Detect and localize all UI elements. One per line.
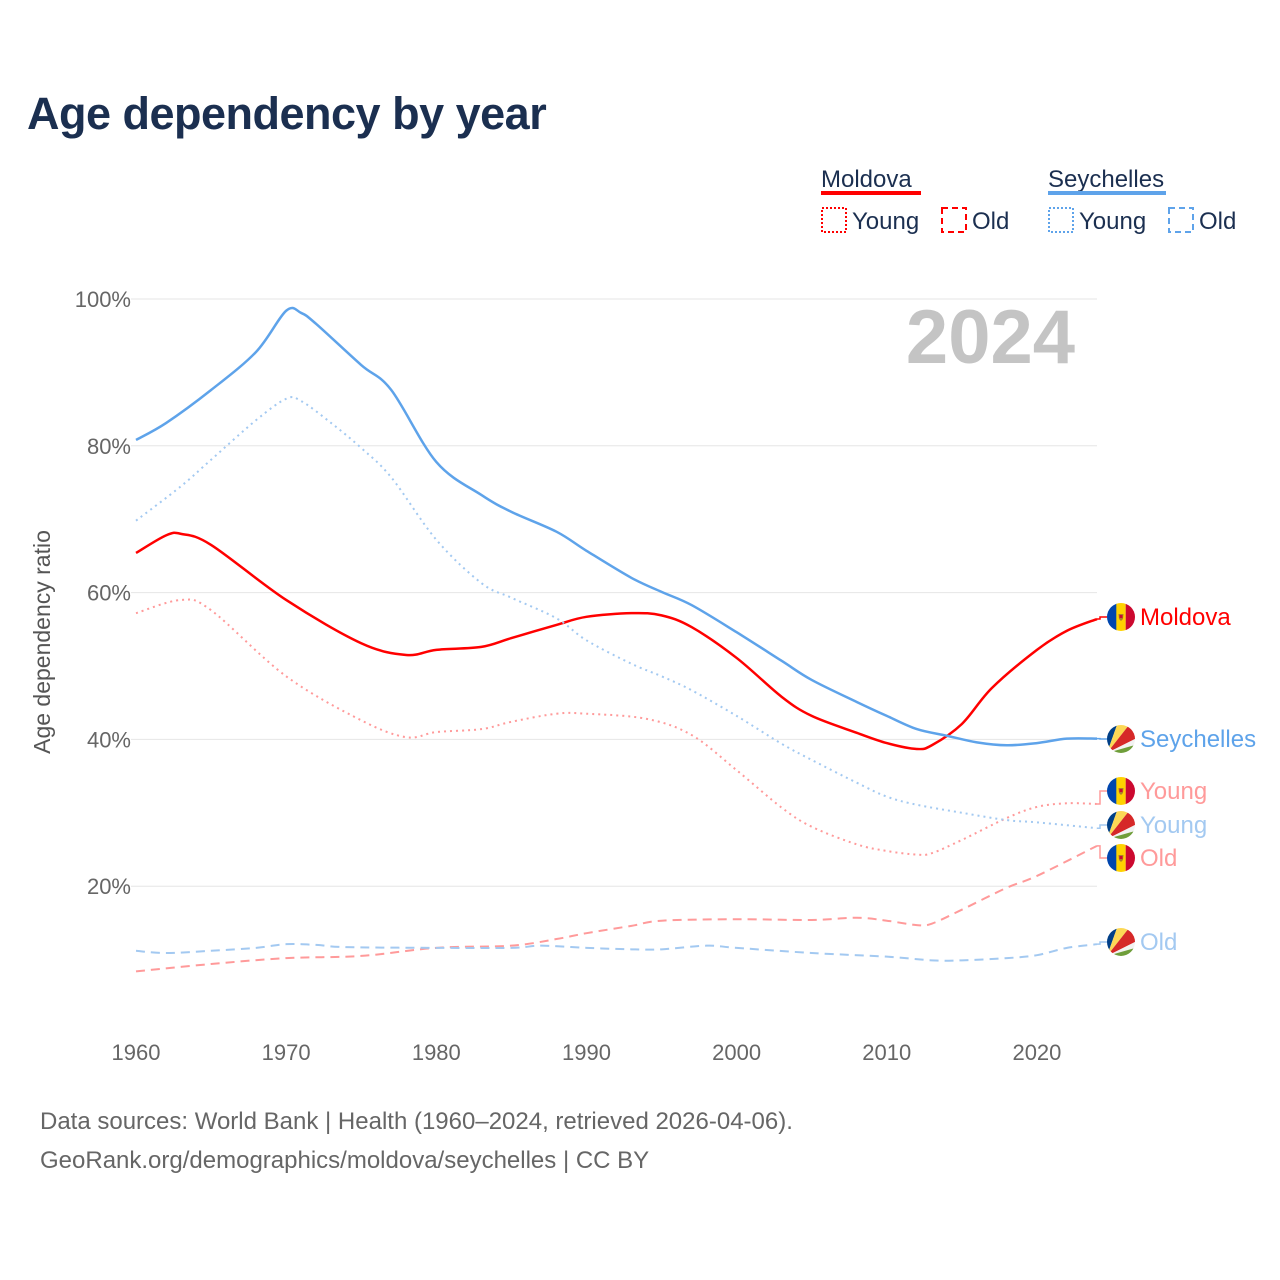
legend-young-label[interactable]: Young <box>1079 208 1146 235</box>
legend-group-title: Seychelles <box>1048 166 1164 193</box>
legend-swatch <box>821 191 921 195</box>
label-connector <box>1097 941 1107 945</box>
footer-sources: Data sources: World Bank | Health (1960–… <box>40 1108 793 1135</box>
legend-dotted-swatch <box>1048 207 1074 233</box>
label-connector <box>1097 845 1107 859</box>
legend-dashed-swatch <box>941 207 967 233</box>
y-tick-label: 40% <box>87 727 131 752</box>
x-tick-label: 1960 <box>112 1040 161 1065</box>
footer-link[interactable]: GeoRank.org/demographics/moldova/seychel… <box>40 1147 650 1174</box>
x-tick-label: 1970 <box>262 1040 311 1065</box>
x-tick-label: 2020 <box>1012 1040 1061 1065</box>
page-title: Age dependency by year <box>27 88 547 139</box>
end-label: Young <box>1140 812 1207 839</box>
y-axis-label: Age dependency ratio <box>29 530 55 754</box>
end-label: Old <box>1140 845 1177 872</box>
series-line-moldova-young <box>135 598 1098 856</box>
moldova-flag-icon <box>1107 844 1136 872</box>
legend-swatch <box>1048 191 1166 195</box>
label-connector <box>1097 790 1107 805</box>
y-tick-label: 20% <box>87 874 131 899</box>
moldova-flag-icon <box>1107 777 1136 805</box>
x-tick-label: 2000 <box>712 1040 761 1065</box>
end-label: Seychelles <box>1140 726 1256 753</box>
series-line-seychelles-young <box>135 396 1098 830</box>
end-label: Moldova <box>1140 604 1231 631</box>
legend-old-label[interactable]: Old <box>972 208 1009 235</box>
year-watermark: 2024 <box>906 295 1075 380</box>
series-line-seychelles-old <box>135 943 1098 962</box>
legend-old-label[interactable]: Old <box>1199 208 1236 235</box>
x-tick-label: 1990 <box>562 1040 611 1065</box>
legend-young-label[interactable]: Young <box>852 208 919 235</box>
y-tick-label: 100% <box>75 287 131 312</box>
label-connector <box>1097 616 1107 620</box>
end-label: Young <box>1140 778 1207 805</box>
seychelles-flag-icon <box>1107 811 1135 839</box>
seychelles-flag-icon <box>1107 928 1135 956</box>
legend-dotted-swatch <box>821 207 847 233</box>
y-tick-label: 80% <box>87 434 131 459</box>
seychelles-flag-icon <box>1107 725 1135 753</box>
series-line-seychelles <box>135 306 1098 747</box>
moldova-flag-icon <box>1107 603 1136 631</box>
legend-group-title: Moldova <box>821 166 912 193</box>
series-line-moldova <box>135 531 1098 751</box>
y-tick-label: 60% <box>87 581 131 606</box>
label-connector <box>1097 824 1107 829</box>
series-line-moldova-old <box>135 844 1098 973</box>
x-tick-label: 2010 <box>862 1040 911 1065</box>
legend-dashed-swatch <box>1168 207 1194 233</box>
end-label: Old <box>1140 929 1177 956</box>
x-tick-label: 1980 <box>412 1040 461 1065</box>
